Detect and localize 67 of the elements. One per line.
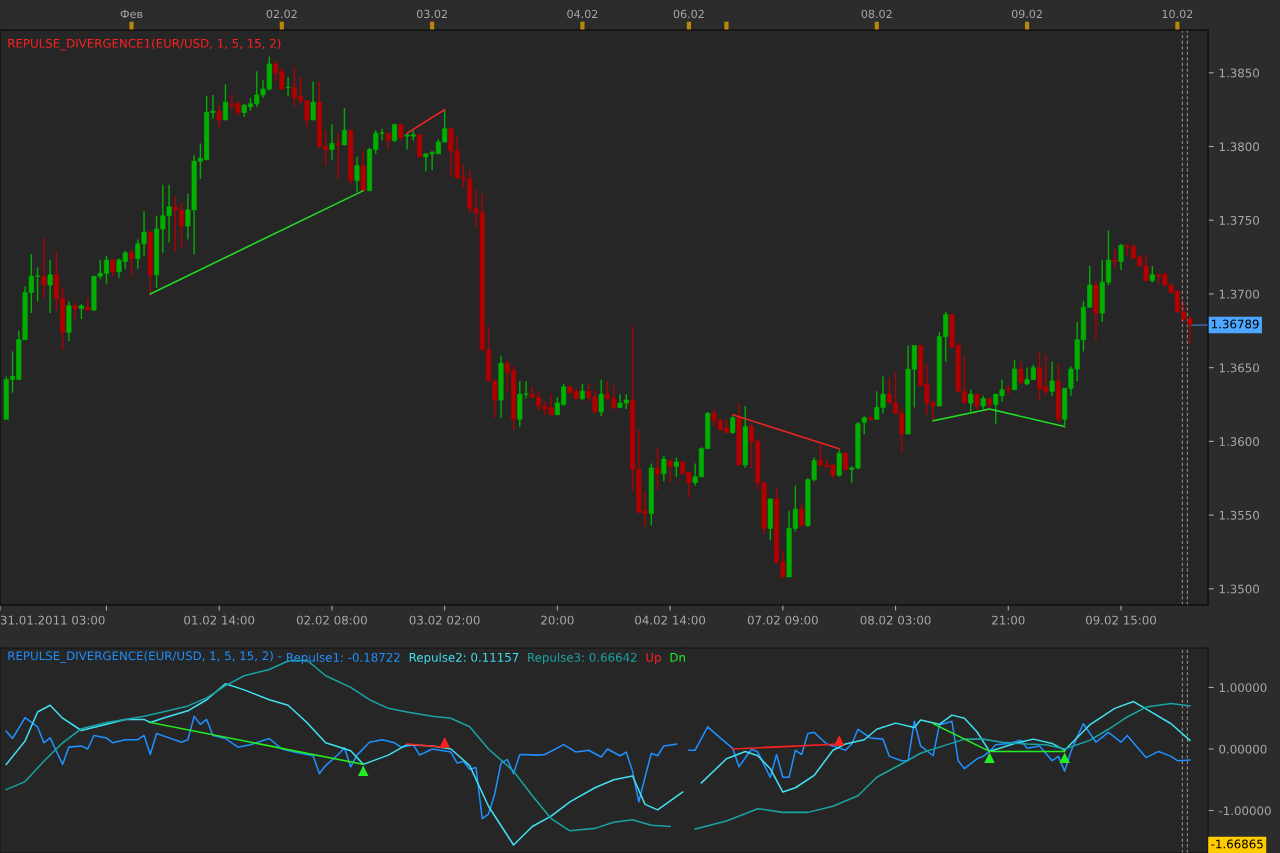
y-tick-label: 1.3750 bbox=[1219, 215, 1259, 225]
y-tick-label: 1.3500 bbox=[1219, 584, 1259, 594]
y-tick-label: 1.3850 bbox=[1219, 68, 1259, 78]
candlestick bbox=[1012, 359, 1018, 391]
x2-tick-label: 09.02 bbox=[1011, 9, 1042, 19]
candlestick bbox=[72, 302, 78, 320]
candlestick bbox=[667, 459, 673, 484]
x2-tick-label: 10.02 bbox=[1162, 9, 1193, 19]
candlestick bbox=[799, 502, 805, 528]
candlestick bbox=[598, 378, 604, 418]
text: -1.66865 bbox=[1211, 839, 1263, 849]
candlestick bbox=[41, 237, 47, 300]
candlestick bbox=[836, 449, 842, 478]
candlestick bbox=[310, 80, 316, 121]
candlestick bbox=[968, 389, 974, 413]
y-tick-label: 1.00000 bbox=[1219, 683, 1267, 693]
x-tick-label: 31.01.2011 03:00 bbox=[0, 615, 105, 625]
x-tick-label: 09.02 15:00 bbox=[1086, 615, 1157, 625]
text: Repulse2: 0.11157 bbox=[409, 652, 519, 665]
x-tick-label: 20:00 bbox=[541, 615, 574, 625]
candlestick bbox=[47, 259, 53, 314]
line-series bbox=[688, 720, 1191, 779]
y-tick-label: 1.3550 bbox=[1219, 510, 1259, 520]
text: Repulse3: 0.66642 bbox=[528, 652, 637, 665]
text: Dn bbox=[670, 653, 685, 662]
candlestick bbox=[335, 132, 341, 180]
x2-tick-label: 03.02 bbox=[416, 9, 447, 19]
x2-tick-label: 04.02 bbox=[567, 9, 598, 19]
candlestick bbox=[673, 456, 679, 478]
annotation: 1.36789 bbox=[1211, 319, 1259, 329]
line-series bbox=[700, 700, 1191, 793]
x2-tick-label: 08.02 bbox=[861, 9, 892, 19]
candlestick bbox=[417, 134, 423, 158]
y-tick-label: -1.00000 bbox=[1219, 806, 1271, 816]
candlestick bbox=[222, 83, 228, 121]
y-tick-label: 1.3700 bbox=[1219, 289, 1259, 299]
candlestick bbox=[655, 446, 661, 491]
chart-title: REPULSE_DIVERGENCE(EUR/USD, 1, 5, 15, 2) - bbox=[8, 651, 282, 663]
text: Up bbox=[646, 653, 661, 665]
candlestick bbox=[216, 104, 222, 129]
line-series bbox=[694, 702, 1191, 830]
y-tick-label: 0.00000 bbox=[1219, 744, 1267, 754]
candlestick bbox=[1018, 361, 1024, 385]
x-tick-label: 03.02 02:00 bbox=[409, 615, 480, 625]
y-tick-label: 1.3600 bbox=[1219, 437, 1259, 447]
x2-tick-label: 06.02 bbox=[673, 9, 704, 19]
candlestick bbox=[661, 455, 667, 482]
x-tick-label: 04.02 14:00 bbox=[635, 615, 706, 625]
text: Repulse1: -0.18722 bbox=[287, 652, 400, 665]
y-tick-label: 1.3650 bbox=[1219, 363, 1259, 373]
candlestick bbox=[1049, 361, 1055, 397]
candlestick bbox=[329, 123, 335, 161]
x-tick-label: 08.02 03:00 bbox=[860, 615, 931, 625]
y-tick-label: 1.3800 bbox=[1219, 142, 1259, 152]
x-tick-label: 02.02 08:00 bbox=[296, 615, 367, 625]
text: REPULSE_DIVERGENCE1(EUR/USD, 1, 5, 15, 2) bbox=[8, 38, 281, 51]
candlestick bbox=[1118, 243, 1124, 272]
x2-tick-label: 02.02 bbox=[266, 9, 297, 19]
candlestick bbox=[285, 76, 291, 98]
x2-tick-label: Фев bbox=[120, 9, 143, 19]
candlestick bbox=[354, 156, 360, 193]
x-tick-label: 21:00 bbox=[992, 615, 1025, 625]
candlestick bbox=[341, 107, 347, 146]
candlestick bbox=[128, 249, 135, 277]
candlestick bbox=[842, 451, 848, 472]
x-tick-label: 07.02 09:00 bbox=[747, 615, 818, 625]
x-tick-label: 01.02 14:00 bbox=[184, 615, 255, 625]
